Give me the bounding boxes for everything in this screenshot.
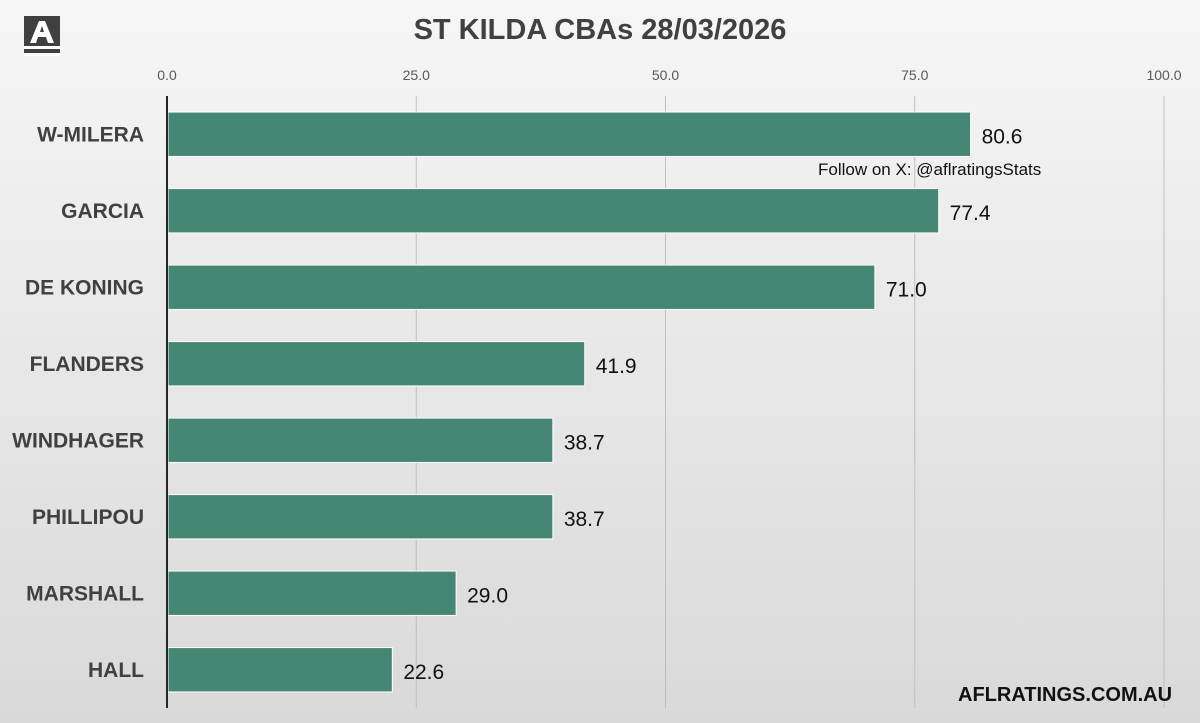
data-label: 41.9 bbox=[596, 355, 637, 378]
bar bbox=[167, 188, 940, 234]
data-label: 38.7 bbox=[564, 508, 605, 531]
x-tick-label: 100.0 bbox=[1146, 67, 1181, 83]
bar bbox=[167, 570, 457, 616]
bar bbox=[167, 647, 393, 693]
bars bbox=[167, 111, 972, 693]
category-label: MARSHALL bbox=[26, 582, 144, 605]
category-label: W-MILERA bbox=[37, 123, 144, 146]
category-label: DE KONING bbox=[25, 276, 144, 299]
x-tick-label: 0.0 bbox=[157, 67, 177, 83]
x-axis-ticks: 0.0 25.0 50.0 75.0 100.0 bbox=[157, 67, 1181, 83]
data-label: 77.4 bbox=[950, 202, 991, 225]
data-label: 38.7 bbox=[564, 431, 605, 454]
category-label: HALL bbox=[88, 659, 144, 682]
x-tick-label: 75.0 bbox=[901, 67, 928, 83]
aflratings-logo-icon bbox=[24, 16, 60, 56]
data-labels: 80.6 77.4 71.0 41.9 38.7 38.7 29.0 22.6 bbox=[403, 125, 1022, 684]
follow-text: Follow on X: @aflratingsStats bbox=[818, 160, 1042, 179]
bar bbox=[167, 494, 554, 540]
gridlines bbox=[415, 96, 1165, 708]
bar bbox=[167, 264, 876, 310]
data-label: 29.0 bbox=[467, 584, 508, 607]
category-label: FLANDERS bbox=[30, 353, 144, 376]
bar bbox=[167, 111, 972, 157]
data-label: 71.0 bbox=[886, 278, 927, 301]
data-label: 22.6 bbox=[403, 661, 444, 684]
site-watermark: AFLRATINGS.COM.AU bbox=[958, 684, 1173, 706]
x-tick-label: 25.0 bbox=[403, 67, 430, 83]
category-labels: W-MILERA GARCIA DE KONING FLANDERS WINDHAGER… bbox=[12, 123, 144, 682]
bar bbox=[167, 417, 554, 463]
category-label: WINDHAGER bbox=[12, 429, 144, 452]
chart-title: ST KILDA CBAs 28/03/2026 bbox=[413, 14, 787, 46]
bar bbox=[167, 341, 586, 387]
category-label: PHILLIPOU bbox=[32, 506, 144, 529]
data-label: 80.6 bbox=[982, 125, 1023, 148]
category-label: GARCIA bbox=[61, 200, 144, 223]
x-tick-label: 50.0 bbox=[652, 67, 679, 83]
